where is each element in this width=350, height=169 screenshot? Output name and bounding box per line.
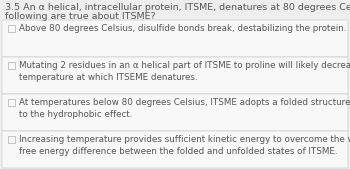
FancyBboxPatch shape — [8, 136, 15, 143]
Text: At temperatures below 80 degrees Celsius, ITSME adopts a folded structure largel: At temperatures below 80 degrees Celsius… — [19, 98, 350, 119]
FancyBboxPatch shape — [8, 25, 15, 32]
Text: Increasing temperature provides sufficient kinetic energy to overcome the very l: Increasing temperature provides sufficie… — [19, 135, 350, 156]
FancyBboxPatch shape — [8, 62, 15, 69]
FancyBboxPatch shape — [8, 99, 15, 106]
Text: following are true about ITSME?: following are true about ITSME? — [5, 12, 156, 21]
FancyBboxPatch shape — [2, 20, 348, 57]
Text: 3.5 An α helical, intracellular protein, ITSME, denatures at 80 degrees Celsius.: 3.5 An α helical, intracellular protein,… — [5, 3, 350, 12]
FancyBboxPatch shape — [2, 131, 348, 168]
FancyBboxPatch shape — [2, 57, 348, 94]
Text: Above 80 degrees Celsius, disulfide bonds break, destabilizing the protein.: Above 80 degrees Celsius, disulfide bond… — [19, 24, 346, 33]
Text: Mutating 2 residues in an α helical part of ITSME to proline will likely decreas: Mutating 2 residues in an α helical part… — [19, 61, 350, 82]
FancyBboxPatch shape — [2, 94, 348, 131]
